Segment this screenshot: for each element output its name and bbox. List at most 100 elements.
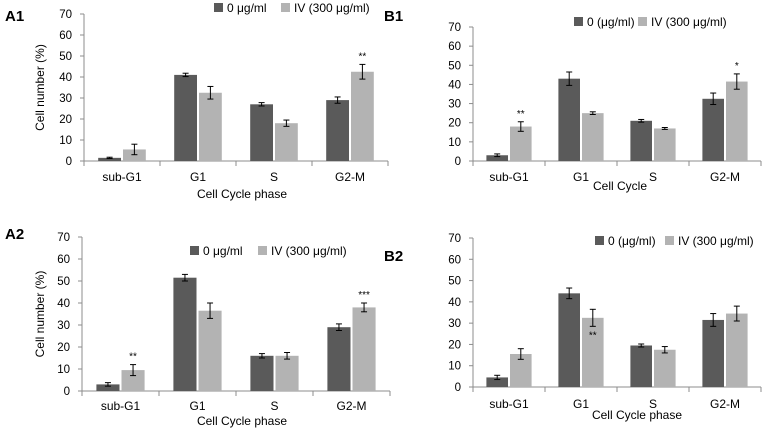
bar-control [98, 157, 121, 161]
bar-treated [582, 113, 604, 161]
category-label: G2-M [710, 397, 740, 411]
y-tick-label: 50 [448, 60, 461, 72]
legend-label: 0 μg/ml [227, 1, 267, 15]
bar-treated [352, 307, 376, 391]
panel-b1: B1 0 10 20 30 40 50 60 70 sub-G1 ** G1 S G2-M * Cell Cy… [384, 8, 762, 193]
bar-control [486, 377, 508, 387]
y-tick-label: 20 [448, 339, 461, 351]
y-tick-label: 40 [448, 297, 461, 309]
bar-control [250, 355, 274, 391]
y-tick-label: 10 [59, 135, 72, 147]
y-tick-label: 20 [448, 118, 461, 130]
bar-treated [275, 355, 299, 391]
y-tick-label: 40 [448, 79, 461, 91]
bar-control [702, 98, 724, 161]
bar-treated [198, 310, 222, 391]
bar-control [486, 155, 508, 161]
bar-treated [121, 370, 145, 391]
y-tick-label: 0 [64, 386, 70, 398]
significance-marker: ** [589, 330, 597, 341]
y-tick-label: 40 [57, 298, 70, 310]
panel-label: B2 [384, 248, 403, 265]
y-axis-title: Cell number (%) [33, 44, 47, 131]
y-tick-label: 60 [59, 30, 72, 42]
bar-treated [654, 349, 676, 387]
bar-control [702, 319, 724, 387]
significance-marker: *** [358, 290, 370, 301]
category-label: S [270, 399, 278, 413]
significance-marker: ** [359, 51, 367, 62]
y-axis-title: Cell number (%) [33, 271, 47, 358]
y-tick-label: 20 [59, 114, 72, 126]
category-label: sub-G1 [489, 397, 529, 411]
bar-control [173, 277, 197, 391]
y-tick-label: 50 [59, 51, 72, 63]
y-tick-label: 70 [57, 232, 70, 244]
significance-marker: * [735, 61, 739, 72]
category-label: G1 [189, 399, 205, 413]
bar-control [96, 384, 120, 391]
legend-swatch [595, 236, 604, 245]
bar-treated [123, 149, 146, 161]
legend-swatch [281, 3, 290, 12]
y-tick-label: 30 [59, 93, 72, 105]
panel-label: B1 [384, 8, 403, 25]
legend-label: IV (300 μg/ml) [678, 234, 754, 248]
legend-label: 0 (μg/ml) [587, 15, 635, 29]
bar-treated [351, 71, 374, 161]
bar-treated [199, 92, 222, 161]
bar-treated [582, 317, 604, 387]
legend-label: IV (300 μg/ml) [271, 244, 347, 258]
y-tick-label: 60 [448, 41, 461, 53]
panel-label: A1 [5, 8, 24, 25]
bar-treated [654, 128, 676, 161]
y-tick-label: 50 [57, 276, 70, 288]
bar-control [250, 104, 273, 161]
legend-label: IV (300 μg/ml) [651, 15, 727, 29]
y-tick-label: 60 [57, 254, 70, 266]
category-label: G2-M [710, 170, 740, 184]
y-tick-label: 40 [59, 72, 72, 84]
significance-marker: ** [129, 352, 137, 363]
y-tick-label: 70 [448, 22, 461, 34]
y-tick-label: 30 [448, 318, 461, 330]
x-axis-title: Cell Cycle phase [197, 187, 287, 201]
legend-swatch [214, 3, 223, 12]
bar-control [558, 78, 580, 161]
y-tick-label: 30 [448, 99, 461, 111]
panel-a2: A2 0 10 20 30 40 50 60 70 sub-G1 ** G1 S G2-M *** Cell … [5, 226, 391, 428]
category-label: S [649, 397, 657, 411]
panel-b2: B2 0 10 20 30 40 50 60 70 sub-G1 G1 ** S G2-M Cell Cyc… [384, 233, 762, 422]
category-label: sub-G1 [489, 170, 529, 184]
x-axis-title: Cell Cycle [593, 179, 647, 193]
bar-control [327, 327, 351, 391]
category-label: sub-G1 [101, 399, 141, 413]
legend-label: 0 μg/ml [203, 244, 243, 258]
x-axis-title: Cell Cycle phase [197, 414, 287, 428]
category-label: G1 [190, 170, 206, 184]
bar-treated [726, 81, 748, 161]
bar-control [558, 293, 580, 387]
legend-swatch [258, 246, 267, 255]
y-tick-label: 0 [66, 156, 72, 168]
category-label: S [270, 170, 278, 184]
category-label: G1 [573, 170, 589, 184]
y-tick-label: 70 [448, 233, 461, 245]
bar-control [630, 120, 652, 161]
category-label: G1 [573, 397, 589, 411]
y-tick-label: 30 [57, 320, 70, 332]
y-tick-label: 10 [57, 364, 70, 376]
category-label: S [649, 170, 657, 184]
bar-control [174, 74, 197, 161]
y-tick-label: 0 [455, 156, 461, 168]
y-tick-label: 50 [448, 276, 461, 288]
legend-swatch [574, 17, 583, 26]
legend-label: IV (300 μg/ml) [294, 1, 370, 15]
y-tick-label: 0 [455, 382, 461, 394]
bar-control [326, 100, 349, 161]
y-tick-label: 20 [57, 342, 70, 354]
y-tick-label: 10 [448, 361, 461, 373]
panel-a1: A1 0 10 20 30 40 50 60 70 sub-G1 G1 S G2-M ** Cell Cyc… [5, 1, 389, 201]
category-label: G2-M [337, 399, 367, 413]
